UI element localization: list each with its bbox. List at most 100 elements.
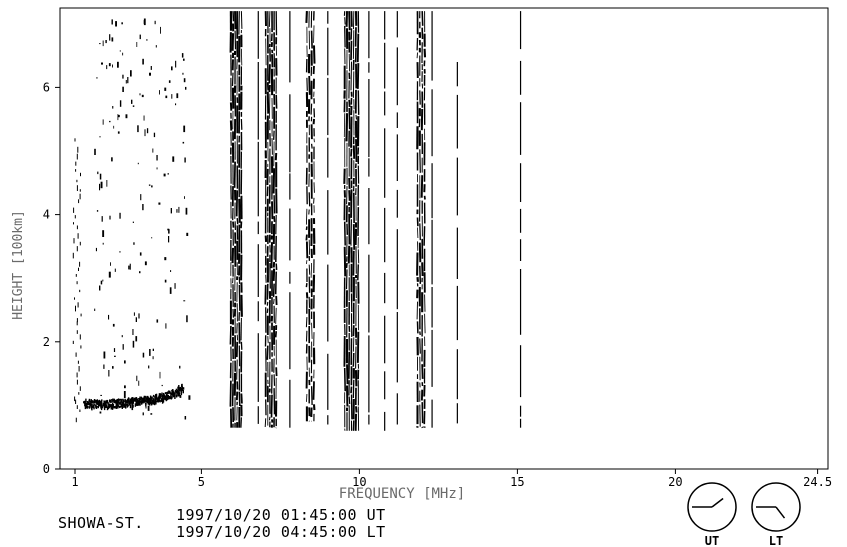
trace-point xyxy=(175,394,178,398)
trace-point xyxy=(87,401,89,405)
trace-point xyxy=(152,394,155,397)
trace-point xyxy=(118,401,120,405)
noise-dot xyxy=(150,66,152,70)
trace-point xyxy=(137,403,139,406)
trace-point xyxy=(133,398,136,400)
trace-point xyxy=(159,399,161,402)
noise-dot xyxy=(156,155,158,161)
noise-dot xyxy=(108,314,110,320)
band-streak xyxy=(357,264,360,281)
noise-dot xyxy=(76,246,78,252)
trace-point xyxy=(140,398,142,401)
trace-point xyxy=(155,397,157,400)
band-streak xyxy=(418,242,422,263)
noise-dot xyxy=(99,43,101,45)
trace-point xyxy=(155,393,158,397)
noise-dot xyxy=(110,262,111,266)
trace-point xyxy=(121,399,123,403)
noise-dot xyxy=(102,279,104,282)
noise-dot xyxy=(111,19,113,25)
noise-dot xyxy=(76,225,78,230)
trace-point xyxy=(96,406,98,408)
noise-dot xyxy=(76,372,78,378)
noise-dot xyxy=(96,210,99,212)
noise-dot xyxy=(174,283,176,289)
trace-point xyxy=(181,384,183,388)
noise-dot xyxy=(74,396,76,402)
band-streak xyxy=(310,143,313,149)
trace-point xyxy=(167,395,169,400)
noise-dot xyxy=(139,34,141,40)
clock-face xyxy=(751,482,801,532)
trace-point xyxy=(170,393,172,398)
band-streak xyxy=(240,393,243,404)
noise-dot xyxy=(99,411,102,414)
trace-point xyxy=(101,399,103,402)
noise-dot xyxy=(99,183,101,191)
noise-dot xyxy=(122,52,124,56)
noise-dot xyxy=(106,180,108,187)
trace-point xyxy=(145,400,148,403)
trace-point xyxy=(171,393,173,396)
noise-dot xyxy=(103,364,105,369)
band-streak xyxy=(419,338,421,354)
y-tick-label: 2 xyxy=(43,335,50,349)
noise-dot xyxy=(74,215,76,219)
noise-dot xyxy=(170,270,172,272)
trace-point xyxy=(174,395,176,399)
trace-point xyxy=(92,404,95,408)
noise-dot xyxy=(76,318,78,323)
noise-dot xyxy=(132,329,134,335)
noise-dot xyxy=(75,161,77,166)
trace-point xyxy=(174,392,176,397)
band-streak xyxy=(275,307,277,324)
band-streak xyxy=(350,40,353,61)
trace-point xyxy=(84,403,87,406)
trace-point xyxy=(122,399,125,403)
noise-dot xyxy=(155,45,157,48)
noise-dot xyxy=(183,300,186,302)
trace-point xyxy=(101,406,104,409)
trace-point xyxy=(122,401,124,405)
trace-vertex xyxy=(146,397,150,401)
noise-dot xyxy=(100,280,103,285)
noise-dot xyxy=(97,171,99,175)
trace-point xyxy=(112,404,115,406)
trace-point xyxy=(84,405,87,410)
clock-hour-hand xyxy=(711,497,724,508)
trace-point xyxy=(148,399,151,403)
noise-dot xyxy=(78,366,80,372)
noise-dot xyxy=(128,265,130,270)
trace-point xyxy=(91,403,93,405)
noise-dot xyxy=(73,238,75,244)
noise-dot xyxy=(99,285,101,291)
noise-dot xyxy=(106,65,108,70)
noise-dot xyxy=(132,221,134,223)
trace-vertex xyxy=(114,400,118,404)
noise-dot xyxy=(76,179,78,183)
noise-dot xyxy=(111,37,114,42)
trace-point xyxy=(157,396,159,400)
band-streak xyxy=(345,269,348,290)
trace-point xyxy=(154,395,156,399)
trace-point xyxy=(129,404,132,409)
trace-point xyxy=(109,399,112,402)
band-streak xyxy=(231,72,234,87)
band-streak xyxy=(308,75,311,95)
band-streak xyxy=(272,168,276,194)
trace-vertex xyxy=(162,394,165,398)
noise-dot xyxy=(119,100,122,107)
band-streak xyxy=(305,317,308,328)
trace-point xyxy=(163,397,165,400)
noise-dot xyxy=(109,34,111,41)
noise-dot xyxy=(94,308,96,311)
noise-dot xyxy=(108,370,110,377)
x-tick-label: 24.5 xyxy=(803,475,832,489)
trace-point xyxy=(93,403,95,406)
noise-dot xyxy=(79,241,81,246)
trace-point xyxy=(98,403,100,407)
band-streak xyxy=(350,386,353,394)
trace-point xyxy=(170,396,172,399)
x-tick-label: 5 xyxy=(198,475,205,489)
band-streak xyxy=(310,30,313,49)
